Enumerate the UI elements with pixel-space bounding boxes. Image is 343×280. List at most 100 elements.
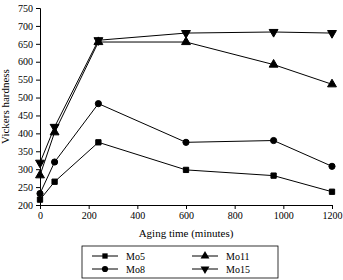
x-tick-label: 1000	[274, 210, 294, 221]
legend-item: Mo5	[92, 251, 145, 262]
y-tick-label: 250	[18, 182, 33, 193]
series-marker	[328, 31, 337, 39]
y-tick-mark	[36, 62, 40, 63]
y-tick: 300	[18, 164, 40, 175]
series-marker	[37, 190, 43, 196]
x-tick-label: 0	[38, 210, 43, 221]
x-tick: 800	[228, 205, 243, 221]
y-tick-label: 200	[18, 200, 33, 211]
series-marker	[269, 29, 278, 37]
y-tick: 650	[18, 39, 40, 50]
series-marker	[52, 179, 57, 184]
x-tick-mark	[89, 205, 90, 209]
y-axis: 200 250 300 350 400 450 500 550 600 650 700 750	[18, 3, 41, 211]
series-marker	[271, 173, 276, 178]
y-tick-label: 550	[18, 74, 33, 85]
y-tick: 500	[18, 92, 40, 103]
x-tick: 1000	[274, 205, 294, 221]
legend-marker	[102, 253, 107, 258]
series-marker	[52, 159, 58, 165]
x-tick-label: 400	[130, 210, 145, 221]
y-tick: 700	[18, 21, 40, 32]
y-tick: 750	[18, 3, 40, 14]
series-marker	[329, 163, 335, 169]
x-tick-mark	[332, 205, 333, 209]
y-tick-label: 750	[18, 3, 33, 14]
x-tick: 0	[38, 205, 43, 221]
y-tick-mark	[36, 98, 40, 99]
chart: 0 200 400 600 800 1000 1200 200 250 300 350 400 450 5…	[0, 0, 343, 280]
series-marker	[94, 38, 103, 46]
y-tick-mark	[36, 205, 40, 206]
series-marker	[182, 31, 191, 39]
y-tick-mark	[36, 80, 40, 81]
legend-frame	[82, 246, 278, 278]
y-tick: 200	[18, 200, 40, 211]
x-tick-mark	[186, 205, 187, 209]
x-tick: 400	[130, 205, 145, 221]
y-tick-label: 450	[18, 110, 33, 121]
y-tick-mark	[36, 115, 40, 116]
series-marker	[328, 79, 337, 87]
series-marker	[94, 37, 103, 45]
series-marker	[96, 140, 101, 145]
legend-marker	[102, 266, 108, 272]
legend: Mo5 Mo8 Mo11 Mo15	[82, 246, 278, 278]
y-tick-label: 700	[18, 21, 33, 32]
series-marker	[95, 101, 101, 107]
plot-area: 0 200 400 600 800 1000 1200 200 250 300 350 400 450 5…	[18, 3, 343, 221]
series-marker	[269, 59, 278, 67]
x-tick-label: 200	[82, 210, 97, 221]
y-tick-mark	[36, 8, 40, 9]
series-marker	[36, 160, 45, 168]
legend-marker	[201, 266, 210, 274]
y-tick-label: 650	[18, 39, 33, 50]
y-tick: 350	[18, 146, 40, 157]
series-line	[40, 32, 332, 163]
legend-label: Mo15	[226, 264, 250, 275]
y-tick-mark	[36, 169, 40, 170]
y-tick-mark	[36, 133, 40, 134]
x-tick-label: 800	[228, 210, 243, 221]
series-marker	[36, 170, 45, 178]
y-tick-mark	[36, 151, 40, 152]
y-tick-mark	[36, 26, 40, 27]
series-line	[40, 104, 332, 194]
x-tick-label: 1200	[323, 210, 343, 221]
legend-label: Mo5	[126, 251, 145, 262]
x-tick: 200	[82, 205, 97, 221]
y-tick-label: 300	[18, 164, 33, 175]
legend-item: Mo11	[192, 251, 250, 262]
y-tick: 400	[18, 128, 40, 139]
series-marker	[183, 167, 188, 172]
y-tick-mark	[36, 44, 40, 45]
y-tick-label: 600	[18, 56, 33, 67]
legend-label: Mo11	[226, 251, 250, 262]
series-line	[40, 142, 332, 199]
y-tick: 600	[18, 56, 40, 67]
series-marker	[50, 124, 59, 132]
y-tick: 450	[18, 110, 40, 121]
legend-label: Mo8	[126, 264, 145, 275]
x-tick-mark	[235, 205, 236, 209]
y-tick-mark	[36, 187, 40, 188]
x-axis-title: Aging time (minutes)	[139, 227, 234, 240]
y-tick: 550	[18, 74, 40, 85]
x-tick-mark	[283, 205, 284, 209]
x-tick-label: 600	[179, 210, 194, 221]
y-tick: 250	[18, 182, 40, 193]
series-marker	[37, 197, 42, 202]
x-tick: 600	[179, 205, 194, 221]
y-axis-title: Vickers hardness	[0, 69, 11, 144]
x-axis: 0 200 400 600 800 1000 1200	[38, 205, 343, 221]
x-axis-line	[41, 206, 333, 210]
series-line	[40, 42, 332, 175]
legend-item: Mo8	[92, 264, 145, 275]
legend-marker	[201, 251, 210, 259]
series-marker	[329, 189, 334, 194]
y-tick-label: 400	[18, 128, 33, 139]
series-marker	[271, 137, 277, 143]
legend-item: Mo15	[192, 264, 250, 275]
x-tick: 1200	[323, 205, 343, 221]
y-tick-label: 500	[18, 92, 33, 103]
